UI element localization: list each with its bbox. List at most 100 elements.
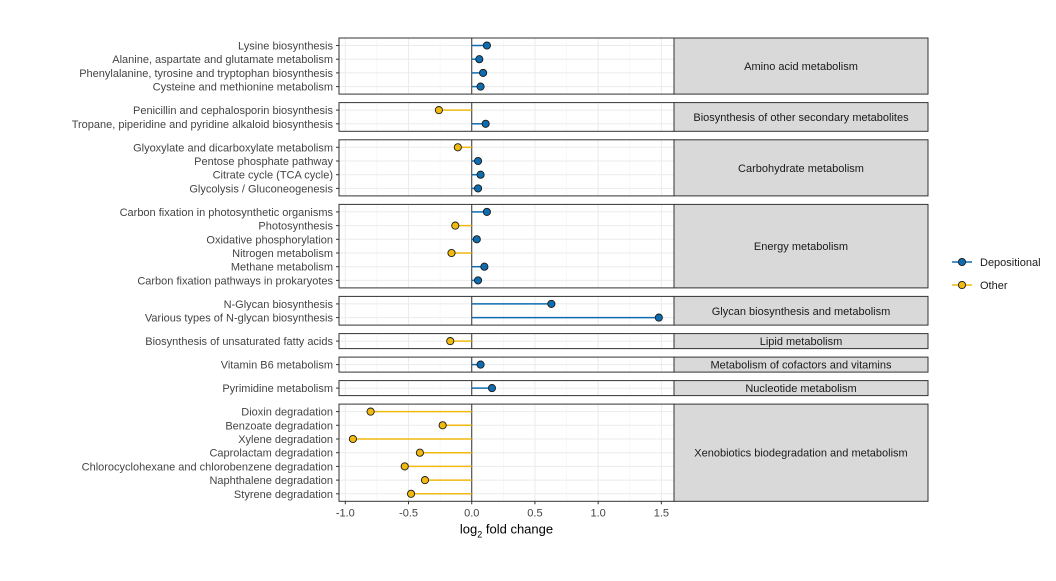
panel-background: [339, 102, 674, 132]
lollipop-methane-metabolism: [471, 262, 489, 271]
panel-biosynthesis-of-other-secondary-metabolites: [338, 102, 675, 132]
lollipop-dioxin-degradation: [366, 407, 472, 416]
lollipop-point: [654, 313, 663, 322]
category-label: N-Glycan biosynthesis: [224, 299, 334, 311]
lollipop-point: [547, 299, 556, 308]
lollipop-glyoxylate-and-dicarboxylate-metabolism: [453, 143, 472, 152]
lollipop-point: [481, 119, 490, 128]
category-label: Various types of N-glycan biosynthesis: [145, 313, 334, 325]
lollipop-various-types-of-n-glycan-biosynthesis: [471, 313, 663, 322]
lollipop-glycolysis-gluconeogenesis: [471, 184, 483, 193]
category-label: Penicillin and cephalosporin biosynthesi…: [133, 105, 333, 117]
lollipop-photosynthesis: [451, 221, 472, 230]
lollipop-lysine-biosynthesis: [471, 41, 491, 50]
x-tick-label: 0.0: [464, 507, 479, 519]
lollipop-biosynthesis-of-unsaturated-fatty-acids: [446, 337, 472, 346]
facet-strip-background: [673, 333, 929, 350]
category-label: Phenylalanine, tyrosine and tryptophan b…: [79, 68, 333, 80]
lollipop-point: [480, 262, 489, 271]
panel-background: [339, 204, 674, 288]
lollipop-point: [475, 55, 484, 64]
lollipop-point: [407, 489, 416, 498]
category-label: Chlorocyclohexane and chlorobenzene degr…: [82, 461, 333, 473]
x-tick-label: 0.5: [527, 507, 542, 519]
facet-strip-label: Xenobiotics biodegradation and metabolis…: [694, 448, 907, 460]
lollipop-point: [482, 207, 491, 216]
category-label: Naphthalene degradation: [209, 475, 333, 487]
lollipop-point: [420, 476, 430, 485]
lollipop-tropane-piperidine-and-pyridine-alkaloid-biosynthesis: [471, 119, 490, 128]
panel-gridlines: [339, 38, 674, 95]
facet-strip-label: Carbohydrate metabolism: [738, 163, 864, 175]
facet-strip-background: [673, 102, 929, 132]
category-label: Benzoate degradation: [225, 420, 333, 432]
lollipop-naphthalene-degradation: [420, 476, 472, 485]
category-label: Citrate cycle (TCA cycle): [213, 170, 333, 182]
lollipop-styrene-degradation: [407, 489, 472, 498]
facet-strip-amino-acid-metabolism: Amino acid metabolism: [673, 37, 929, 95]
lollipop-point: [482, 41, 491, 50]
lollipop-point: [476, 170, 485, 179]
panel-carbohydrate-metabolism: [338, 139, 675, 197]
facet-strip-carbohydrate-metabolism: Carbohydrate metabolism: [673, 139, 929, 197]
lollipop-nitrogen-metabolism: [447, 248, 472, 258]
category-label: Carbon fixation pathways in prokaryotes: [137, 275, 333, 287]
x-axis: log2 fold change -1.0 -0.5 0.0 0.5 1.0 1.5: [336, 501, 669, 539]
category-label: Tropane, piperidine and pyridine alkaloi…: [72, 119, 334, 131]
category-label: Styrene degradation: [234, 489, 333, 501]
facet-strip-background: [673, 356, 929, 373]
facet-strip-xenobiotics-biodegradation-and-metabolism: Xenobiotics biodegradation and metabolis…: [673, 403, 929, 502]
panel-amino-acid-metabolism: [338, 37, 675, 95]
category-label: Lysine biosynthesis: [238, 41, 333, 53]
lollipop-alanine-aspartate-and-glutamate-metabolism: [471, 55, 484, 64]
legend-key-point: [957, 257, 967, 267]
lollipop-point: [474, 276, 483, 285]
lollipop-point: [479, 68, 488, 77]
facet-strip-energy-metabolism: Energy metabolism: [673, 203, 929, 289]
x-axis-title-main: log: [460, 521, 477, 536]
lollipop-point: [476, 360, 485, 369]
lollipop-point: [476, 82, 485, 91]
category-label: Caprolactam degradation: [209, 448, 333, 460]
facet-strip-label: Nucleotide metabolism: [745, 383, 856, 395]
facet-strip-background: [673, 295, 929, 326]
facet-strip-background: [673, 37, 929, 95]
lollipop-phenylalanine-tyrosine-and-tryptophan-biosynthesis: [471, 68, 488, 77]
x-tick-label: 1.0: [591, 507, 606, 519]
facet-strip-lipid-metabolism: Lipid metabolism: [673, 333, 929, 350]
x-tick-label: -1.0: [336, 507, 355, 519]
legend-item-depositional: Depositional: [952, 257, 1041, 269]
lollipop-point: [474, 184, 483, 193]
facet-strip-background: [673, 139, 929, 197]
facet-strip-label: Glycan biosynthesis and metabolism: [712, 306, 891, 318]
facet-strip-label: Energy metabolism: [754, 241, 848, 253]
legend-label: Other: [980, 280, 1008, 292]
panel-background: [339, 296, 674, 326]
lollipop-xylene-degradation: [348, 434, 472, 444]
panel-lipid-metabolism: [338, 333, 675, 350]
lollipop-point: [434, 106, 443, 115]
facet-strip-label: Lipid metabolism: [760, 336, 843, 348]
category-label: Glycolysis / Gluconeogenesis: [189, 183, 333, 195]
category-label: Oxidative phosphorylation: [206, 234, 333, 246]
facet-strip-nucleotide-metabolism: Nucleotide metabolism: [673, 380, 929, 397]
x-axis-title: log2 fold change: [460, 521, 553, 539]
category-label: Xylene degradation: [238, 434, 333, 446]
x-tick-label: -0.5: [399, 507, 418, 519]
facet-strip-glycan-biosynthesis-and-metabolism: Glycan biosynthesis and metabolism: [673, 295, 929, 326]
facet-strips-layer: Amino acid metabolism Biosynthesis of oth…: [673, 37, 929, 502]
lollipop-carbon-fixation-in-photosynthetic-organisms: [471, 207, 491, 216]
lollipop-chlorocyclohexane-and-chlorobenzene-degradation: [400, 462, 472, 471]
panel-metabolism-of-cofactors-and-vitamins: [338, 356, 675, 373]
facet-strip-background: [673, 403, 929, 502]
legend-label: Depositional: [980, 257, 1041, 269]
legend: Depositional Other: [952, 257, 1041, 292]
category-label: Alanine, aspartate and glutamate metabol…: [112, 54, 333, 66]
lollipop-citrate-cycle-tca-cycle: [471, 170, 485, 179]
panels-layer: [338, 37, 675, 502]
facet-strip-label: Metabolism of cofactors and vitamins: [711, 360, 892, 372]
lollipop-point: [366, 407, 375, 416]
